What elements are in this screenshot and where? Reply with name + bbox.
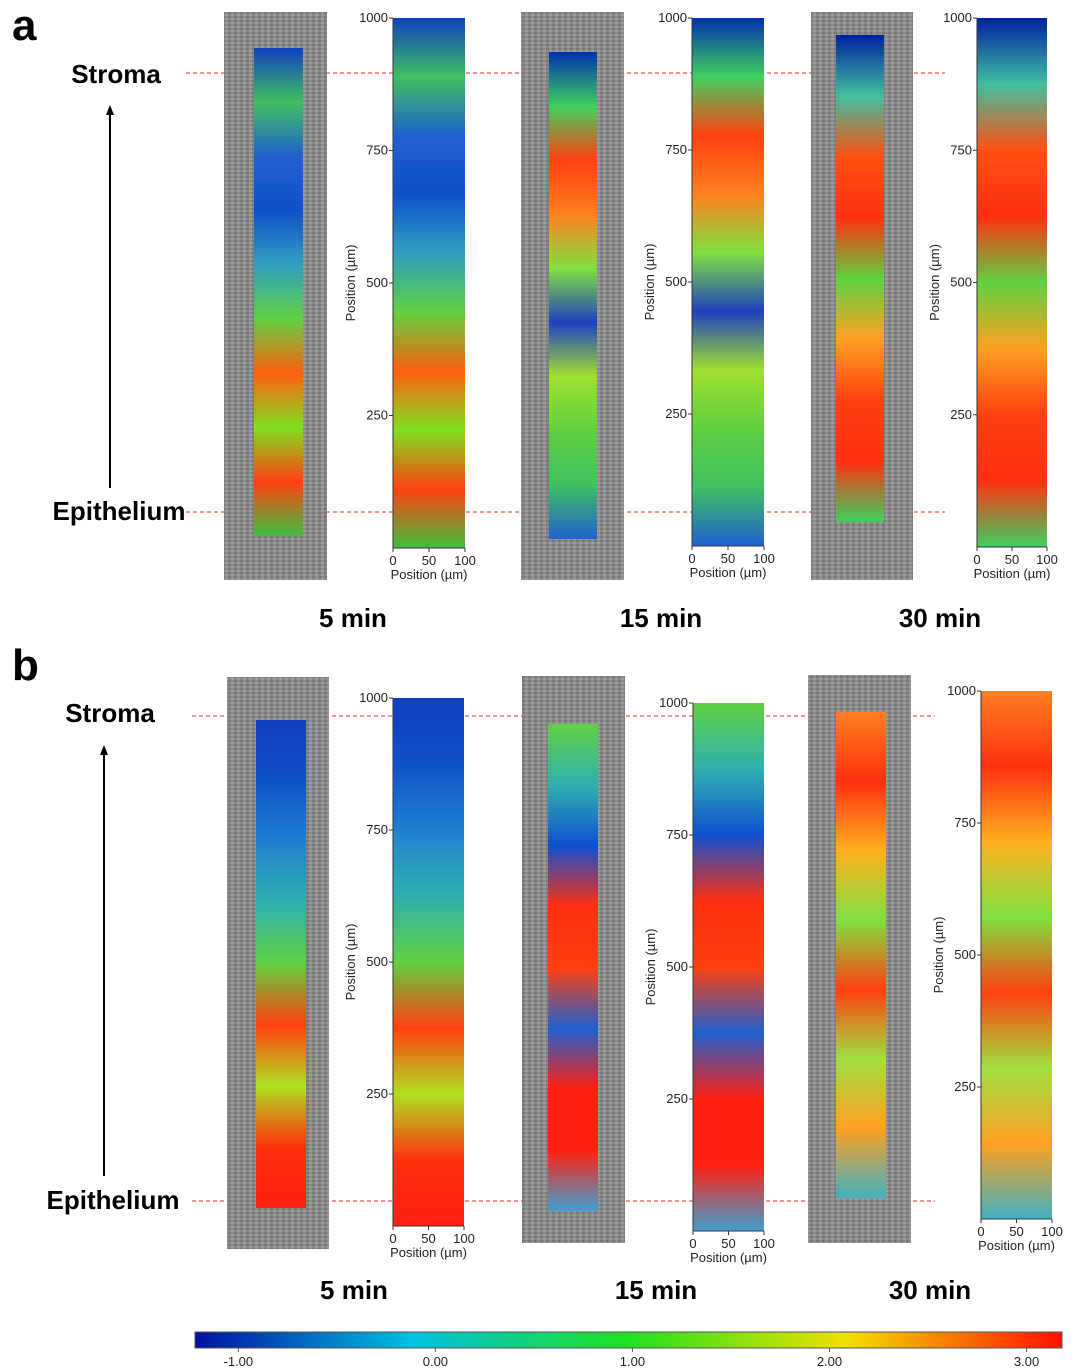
epithelium-label: Epithelium <box>53 496 186 526</box>
y-tick-label: 1000 <box>359 10 388 25</box>
x-axis-label: Position (µm) <box>690 565 767 580</box>
heatmap <box>393 698 464 1226</box>
x-tick-label: 50 <box>421 1231 435 1246</box>
overlay-map <box>549 52 597 539</box>
y-tick-label: 1000 <box>659 695 688 710</box>
y-tick-label: 750 <box>366 143 388 158</box>
x-tick-label: 50 <box>721 551 735 566</box>
y-tick-label: 1000 <box>658 10 687 25</box>
overlay-map <box>836 35 884 522</box>
overlay-map <box>548 724 598 1211</box>
y-tick-label: 500 <box>666 959 688 974</box>
x-axis-label: Position (µm) <box>391 567 468 582</box>
overlay-map <box>836 712 886 1198</box>
x-tick-label: 50 <box>721 1236 735 1251</box>
heatmap <box>692 18 764 546</box>
x-tick-label: 0 <box>689 1236 696 1251</box>
colorbar-tick-label: -1.00 <box>224 1354 254 1369</box>
arrow-head <box>100 745 108 755</box>
time-label: 5 min <box>319 603 387 633</box>
x-axis-label: Position (µm) <box>974 566 1051 581</box>
x-tick-label: 100 <box>454 553 476 568</box>
x-tick-label: 50 <box>1005 552 1019 567</box>
x-tick-label: 100 <box>1036 552 1058 567</box>
y-tick-label: 750 <box>950 142 972 157</box>
y-tick-label: 750 <box>666 827 688 842</box>
y-tick-label: 500 <box>366 275 388 290</box>
y-tick-label: 250 <box>666 1091 688 1106</box>
x-tick-label: 100 <box>1041 1224 1063 1239</box>
y-axis-label: Position (µm) <box>343 924 358 1001</box>
y-tick-label: 500 <box>665 274 687 289</box>
x-tick-label: 100 <box>453 1231 475 1246</box>
time-label: 15 min <box>615 1275 697 1305</box>
heatmap <box>981 691 1052 1219</box>
y-tick-label: 1000 <box>943 10 972 25</box>
x-tick-label: 0 <box>973 552 980 567</box>
y-tick-label: 750 <box>665 142 687 157</box>
colorbar-tick-label: 3.00 <box>1014 1354 1039 1369</box>
colorbar-tick-label: 1.00 <box>620 1354 645 1369</box>
y-axis-label: Position (µm) <box>343 245 358 322</box>
heatmap <box>393 18 465 548</box>
x-axis-label: Position (µm) <box>690 1250 767 1265</box>
y-axis-label: Position (µm) <box>642 244 657 321</box>
y-tick-label: 250 <box>366 408 388 423</box>
y-axis-label: Position (µm) <box>931 917 946 994</box>
stroma-label: Stroma <box>71 59 161 89</box>
heatmap <box>977 18 1047 547</box>
y-tick-label: 250 <box>950 407 972 422</box>
heatmap <box>693 703 764 1231</box>
x-tick-label: 0 <box>688 551 695 566</box>
epithelium-label: Epithelium <box>47 1185 180 1215</box>
y-tick-label: 1000 <box>359 690 388 705</box>
x-tick-label: 100 <box>753 1236 775 1251</box>
panel-label: b <box>12 641 39 690</box>
y-tick-label: 1000 <box>947 683 976 698</box>
x-tick-label: 50 <box>1009 1224 1023 1239</box>
colorbar-tick-label: 2.00 <box>817 1354 842 1369</box>
y-tick-label: 500 <box>366 954 388 969</box>
stroma-label: Stroma <box>65 698 155 728</box>
y-axis-label: Position (µm) <box>927 244 942 321</box>
colorbar-tick-label: 0.00 <box>423 1354 448 1369</box>
time-label: 30 min <box>889 1275 971 1305</box>
overlay-map <box>256 720 306 1208</box>
time-label: 5 min <box>320 1275 388 1305</box>
x-tick-label: 0 <box>389 1231 396 1246</box>
time-label: 30 min <box>899 603 981 633</box>
colorbar <box>194 1331 1063 1349</box>
y-tick-label: 500 <box>954 947 976 962</box>
arrow-head <box>106 105 114 115</box>
panel-label: a <box>12 1 37 50</box>
y-tick-label: 250 <box>366 1086 388 1101</box>
y-axis-label: Position (µm) <box>643 929 658 1006</box>
y-tick-label: 250 <box>665 406 687 421</box>
x-axis-label: Position (µm) <box>390 1245 467 1260</box>
x-tick-label: 50 <box>422 553 436 568</box>
y-tick-label: 750 <box>954 815 976 830</box>
y-tick-label: 500 <box>950 275 972 290</box>
time-label: 15 min <box>620 603 702 633</box>
y-tick-label: 750 <box>366 822 388 837</box>
overlay-map <box>254 48 303 536</box>
x-axis-label: Position (µm) <box>978 1238 1055 1253</box>
x-tick-label: 100 <box>753 551 775 566</box>
y-tick-label: 250 <box>954 1079 976 1094</box>
x-tick-label: 0 <box>389 553 396 568</box>
x-tick-label: 0 <box>977 1224 984 1239</box>
